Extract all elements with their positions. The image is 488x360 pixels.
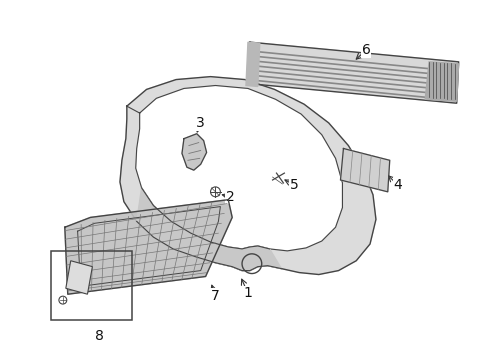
Polygon shape (66, 261, 92, 294)
Polygon shape (247, 42, 458, 103)
Bar (51, 251, 131, 320)
Text: 2: 2 (225, 190, 234, 204)
Text: 7: 7 (211, 289, 220, 303)
Polygon shape (65, 200, 232, 294)
Text: 4: 4 (392, 178, 401, 192)
Text: 8: 8 (95, 329, 103, 343)
Text: 6: 6 (361, 43, 370, 57)
Polygon shape (120, 77, 375, 275)
Text: 3: 3 (196, 116, 204, 130)
Polygon shape (245, 42, 259, 86)
Text: 5: 5 (289, 178, 298, 192)
Text: 1: 1 (243, 286, 252, 300)
Polygon shape (182, 134, 206, 170)
Polygon shape (424, 62, 458, 101)
Polygon shape (340, 148, 389, 192)
Polygon shape (137, 188, 281, 271)
